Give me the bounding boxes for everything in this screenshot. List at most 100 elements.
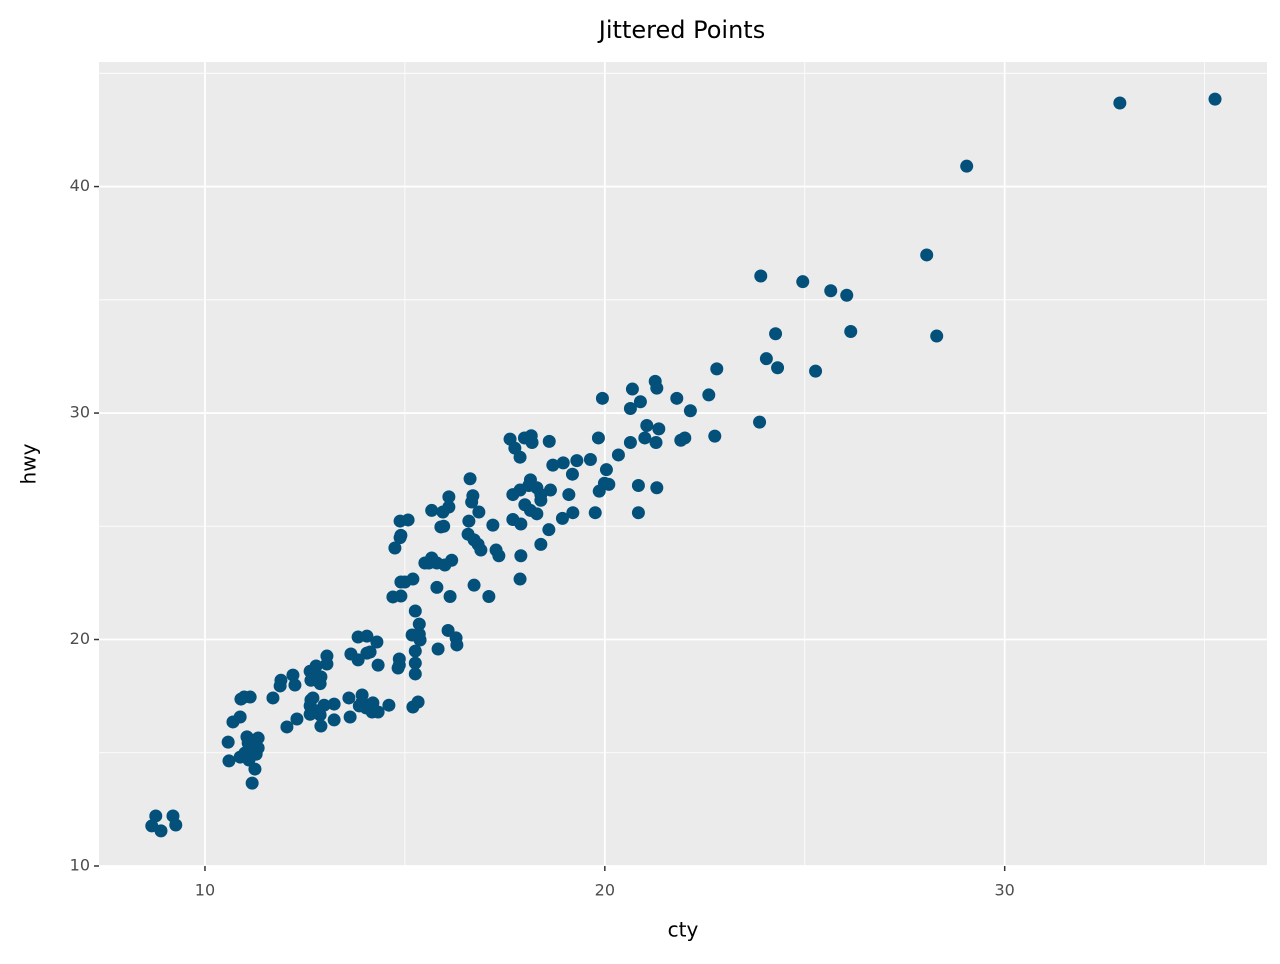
- point: [234, 692, 248, 706]
- point: [506, 488, 520, 502]
- point: [631, 506, 645, 520]
- point: [430, 580, 444, 594]
- point: [633, 395, 647, 409]
- point: [412, 617, 426, 631]
- point: [599, 463, 613, 477]
- point: [678, 431, 692, 445]
- point: [450, 638, 464, 652]
- point: [314, 719, 328, 733]
- grid: [99, 62, 1267, 867]
- point: [437, 519, 451, 533]
- point: [486, 518, 500, 532]
- point: [467, 578, 481, 592]
- point: [462, 514, 476, 528]
- point: [245, 776, 259, 790]
- panel: [99, 62, 1267, 866]
- point: [425, 503, 439, 517]
- point: [631, 479, 645, 493]
- point: [482, 589, 496, 603]
- point: [371, 705, 385, 719]
- point: [472, 505, 486, 519]
- point: [753, 415, 767, 429]
- point: [443, 589, 457, 603]
- point: [769, 327, 783, 341]
- point: [370, 635, 384, 649]
- point: [602, 477, 616, 491]
- point: [371, 658, 385, 672]
- point: [534, 493, 548, 507]
- point: [280, 720, 294, 734]
- point: [222, 754, 236, 768]
- point: [343, 710, 357, 724]
- point: [149, 809, 163, 823]
- point: [595, 391, 609, 405]
- point: [288, 678, 302, 692]
- point: [266, 691, 280, 705]
- point: [824, 284, 838, 298]
- point: [438, 558, 452, 572]
- point: [542, 434, 556, 448]
- point: [570, 454, 584, 468]
- point: [408, 667, 422, 681]
- x-tick-label: 20: [595, 881, 615, 900]
- point: [492, 549, 506, 563]
- point: [546, 458, 560, 472]
- point: [413, 633, 427, 647]
- point: [650, 381, 664, 395]
- point: [286, 668, 300, 682]
- point: [406, 700, 420, 714]
- point: [474, 543, 488, 557]
- x-tick-label: 30: [995, 881, 1015, 900]
- y-tick-label: 20: [70, 629, 90, 648]
- point: [393, 531, 407, 545]
- point: [388, 541, 402, 555]
- point: [556, 456, 570, 470]
- point: [436, 505, 450, 519]
- point: [406, 572, 420, 586]
- point: [431, 642, 445, 656]
- point: [844, 325, 858, 339]
- x-tick-label: 10: [195, 881, 215, 900]
- point: [638, 431, 652, 445]
- point: [408, 604, 422, 618]
- point: [683, 404, 697, 418]
- point: [652, 422, 666, 436]
- point: [542, 523, 556, 537]
- point: [555, 511, 569, 525]
- point: [442, 490, 456, 504]
- y-tick-label: 10: [70, 856, 90, 875]
- point: [327, 713, 341, 727]
- point: [650, 481, 664, 495]
- point: [960, 159, 974, 173]
- point: [304, 673, 318, 687]
- point: [840, 288, 854, 302]
- point: [525, 435, 539, 449]
- point: [625, 382, 639, 396]
- x-axis-label: cty: [668, 918, 699, 942]
- point: [754, 269, 768, 283]
- point: [408, 656, 422, 670]
- point: [248, 762, 262, 776]
- point: [418, 556, 432, 570]
- point: [566, 506, 580, 520]
- y-axis-label: hwy: [17, 443, 41, 484]
- point: [360, 629, 374, 643]
- axes: 10 20 30 10 20 30 40: [70, 176, 1015, 899]
- point: [649, 435, 663, 449]
- point: [759, 352, 773, 366]
- point: [394, 589, 408, 603]
- point: [290, 712, 304, 726]
- point: [592, 484, 606, 498]
- point: [320, 657, 334, 671]
- chart-title: Jittered Points: [597, 16, 765, 44]
- point: [534, 537, 548, 551]
- point: [306, 691, 320, 705]
- point: [273, 679, 287, 693]
- point: [352, 699, 366, 713]
- point: [530, 507, 544, 521]
- point: [562, 488, 576, 502]
- point: [611, 448, 625, 462]
- point: [303, 707, 317, 721]
- point: [465, 495, 479, 509]
